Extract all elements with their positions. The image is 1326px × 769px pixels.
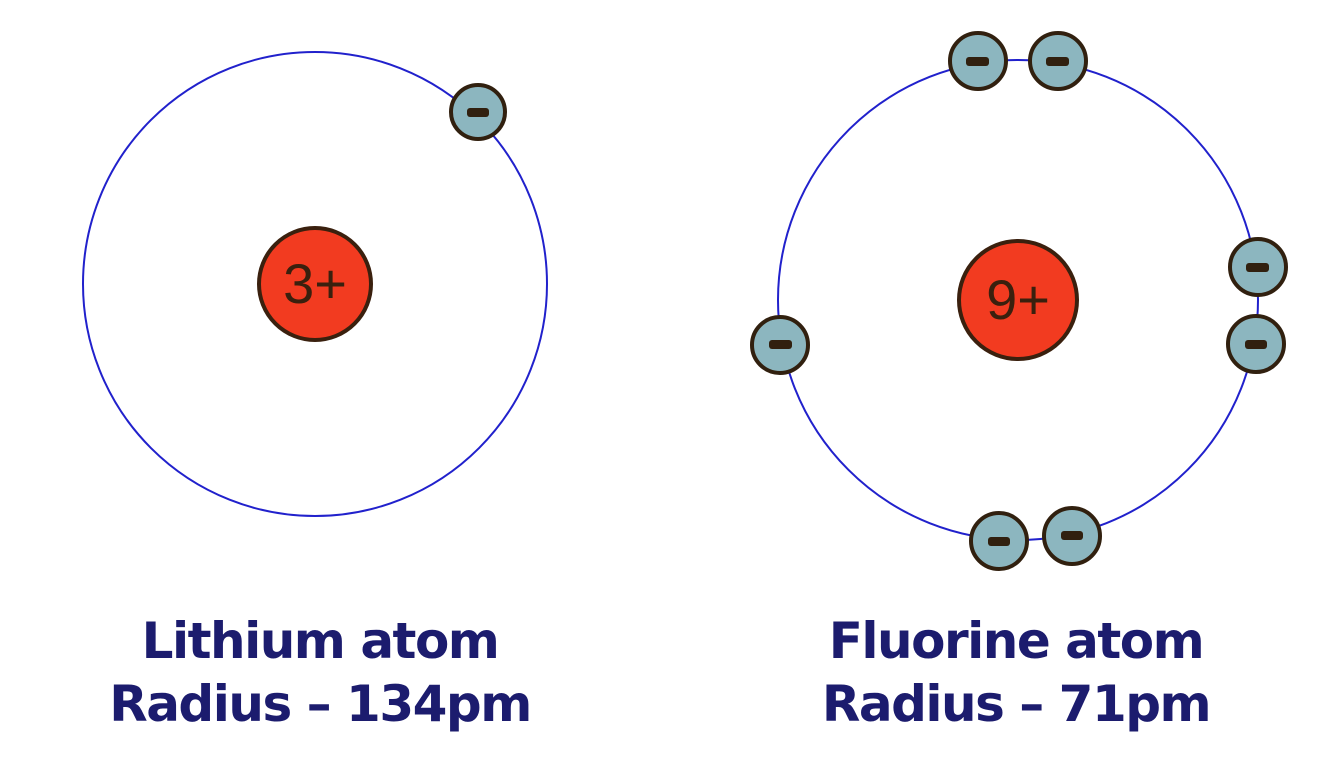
minus-icon (966, 56, 990, 66)
minus-icon (467, 107, 490, 117)
atom-caption: Lithium atom Radius – 134pm (70, 610, 570, 736)
minus-icon (1060, 531, 1084, 541)
electron (1227, 237, 1288, 298)
nucleus-charge-label: 3+ (283, 252, 347, 315)
electron (449, 83, 508, 142)
electron (947, 31, 1008, 92)
nucleus-charge-label: 9+ (986, 268, 1050, 331)
electron (1225, 314, 1286, 375)
caption-element-name: Fluorine atom (828, 612, 1205, 670)
caption-radius-value: Radius – 134pm (109, 675, 532, 733)
electron (969, 511, 1029, 572)
caption-element-name: Lithium atom (141, 612, 500, 670)
minus-icon (768, 340, 792, 350)
electron (1027, 31, 1088, 92)
caption-radius-value: Radius – 71pm (821, 675, 1212, 733)
electron (1042, 505, 1103, 566)
electron-orbit-ring (82, 51, 548, 517)
minus-icon (1244, 339, 1268, 349)
electron (750, 314, 811, 375)
minus-icon (987, 536, 1011, 546)
minus-icon (1046, 56, 1069, 66)
nucleus: 3+ (257, 226, 373, 342)
atom-caption: Fluorine atom Radius – 71pm (766, 610, 1266, 736)
nucleus: 9+ (957, 239, 1079, 361)
minus-icon (1246, 262, 1270, 272)
